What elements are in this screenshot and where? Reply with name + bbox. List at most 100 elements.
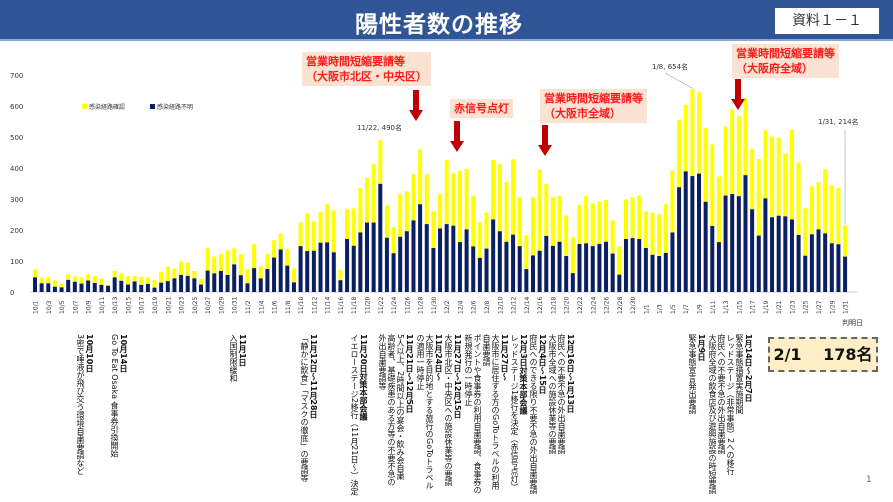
bar-unknown [39,283,44,292]
x-tick-label: 10/31 [232,297,239,314]
bar-unknown [218,270,223,292]
callout-box: 営業時間短縮要請等 （大阪府全域） [732,44,839,78]
bar-unknown [697,173,701,292]
bar-confirmed [245,269,250,284]
bar-unknown [66,279,71,292]
bar-unknown [650,254,655,292]
bar-confirmed [165,266,170,282]
bar-confirmed [836,188,841,245]
bar-unknown [743,175,748,292]
bar-unknown [212,273,217,292]
annotation-date: 11月1日 [238,334,247,367]
x-tick-label: 10/15 [125,297,132,314]
bar-confirmed [683,104,688,172]
bar-confirmed [703,128,708,202]
bar-unknown [610,253,615,292]
x-tick-label: 12/4 [457,300,464,314]
down-arrow-icon [450,121,464,153]
timeline-annotation: 10月14日 Go To Eat Osaka 食事券引換開始 [110,334,128,496]
annotation-text: 新規発行の一時停止 [464,334,473,406]
bar-confirmed [371,164,376,223]
bar-confirmed [438,194,443,229]
annotation-date: 12月16日～1月13日 [566,334,575,413]
bar-confirmed [637,195,642,239]
peak-label: 1/8, 654名 [652,62,688,71]
bar-unknown [245,283,250,292]
timeline-annotation: 12月16日～1月13日 府民への不要不急の外出自粛要請 大阪市全域への施設休業等の… [548,334,575,496]
bar-confirmed [411,173,416,221]
bar-unknown [152,287,157,292]
annotation-date: 11月27日～ [500,334,509,381]
bar-unknown [318,242,323,292]
callout-line: 営業時間短縮要請等 [736,47,835,60]
bar-unknown [716,242,721,292]
bar-confirmed [125,276,130,285]
bar-unknown [345,238,350,292]
bar-confirmed [272,240,277,258]
annotation-text: 大阪市全域への施設休業等の要請 [548,334,557,454]
bar-confirmed [205,248,210,271]
bar-unknown [750,209,755,292]
annotation-date: 11月24日～ [434,334,443,381]
bar-unknown [531,255,535,292]
timeline-annotation: 11月27日～ 大阪市に居住する方のGoToトラベルの利用 自粛要請 ポイントや食事券… [464,334,509,496]
bar-unknown [365,222,369,292]
timeline-annotation: 10月10日 3密で唾液が飛び交う環境自粛要請など [76,334,94,496]
x-tick-label: 10/19 [152,297,159,314]
bar-confirmed [557,195,562,242]
bar-unknown [258,278,263,292]
bar-confirmed [716,176,721,243]
annotation-date: 11月21日～12月5日 [405,334,414,413]
bar-confirmed [750,149,755,210]
annotation-date: 11月20日対策本部会議 [359,334,368,421]
bar-confirmed [570,237,575,274]
annotation-text: 大阪府全域の飲食店及び遊興施設の時短要請 [708,334,717,494]
y-tick-label: 100 [10,258,23,266]
bar-unknown [99,284,104,292]
annotation-text: 府民への不要不急の外出自粛要請 [717,334,726,454]
bar-confirmed [604,199,609,242]
x-tick-label: 10/3 [46,300,53,314]
bar-unknown [438,228,443,292]
x-tick-label: 12/30 [630,297,637,314]
bar-confirmed [338,269,343,281]
bar-confirmed [351,208,356,246]
x-tick-label: 10/7 [72,300,79,314]
bar-unknown [557,241,562,292]
annotation-text: 入国制限緩和 [229,334,238,382]
bar-unknown [690,176,695,292]
bar-unknown [285,265,290,292]
bar-confirmed [33,269,37,278]
bar-unknown [630,238,635,292]
bar-confirmed [471,195,476,247]
bar-confirmed [743,97,748,176]
bar-confirmed [457,170,462,243]
bar-confirmed [756,159,761,236]
bar-unknown [185,275,190,292]
bar-unknown [511,234,516,292]
annotation-date: 12月3日対策本部会議 [519,334,528,415]
peak-leader-line [664,72,693,89]
bar-unknown [497,231,502,292]
bar-confirmed [550,197,555,246]
bar-confirmed [331,210,336,253]
x-tick-label: 12/24 [590,297,597,314]
bar-unknown [643,247,648,292]
x-tick-label: 1/29 [829,300,836,314]
bar-confirmed [238,254,243,276]
bar-confirmed [564,215,569,257]
y-tick-label: 0 [10,289,14,297]
x-tick-label: 11/30 [431,297,438,314]
annotation-date: 10月10日 [85,334,94,373]
bar-confirmed [285,248,290,266]
bar-unknown [637,238,642,292]
bar-confirmed [537,169,542,251]
x-tick-label: 12/28 [617,297,624,314]
bar-confirmed [823,169,828,234]
bar-unknown [398,236,403,292]
bar-confirmed [59,283,64,288]
bar-confirmed [172,268,177,279]
legend-label-unknown: 感染経路不明 [157,103,193,111]
bar-confirmed [783,153,788,217]
bar-unknown [424,224,429,292]
